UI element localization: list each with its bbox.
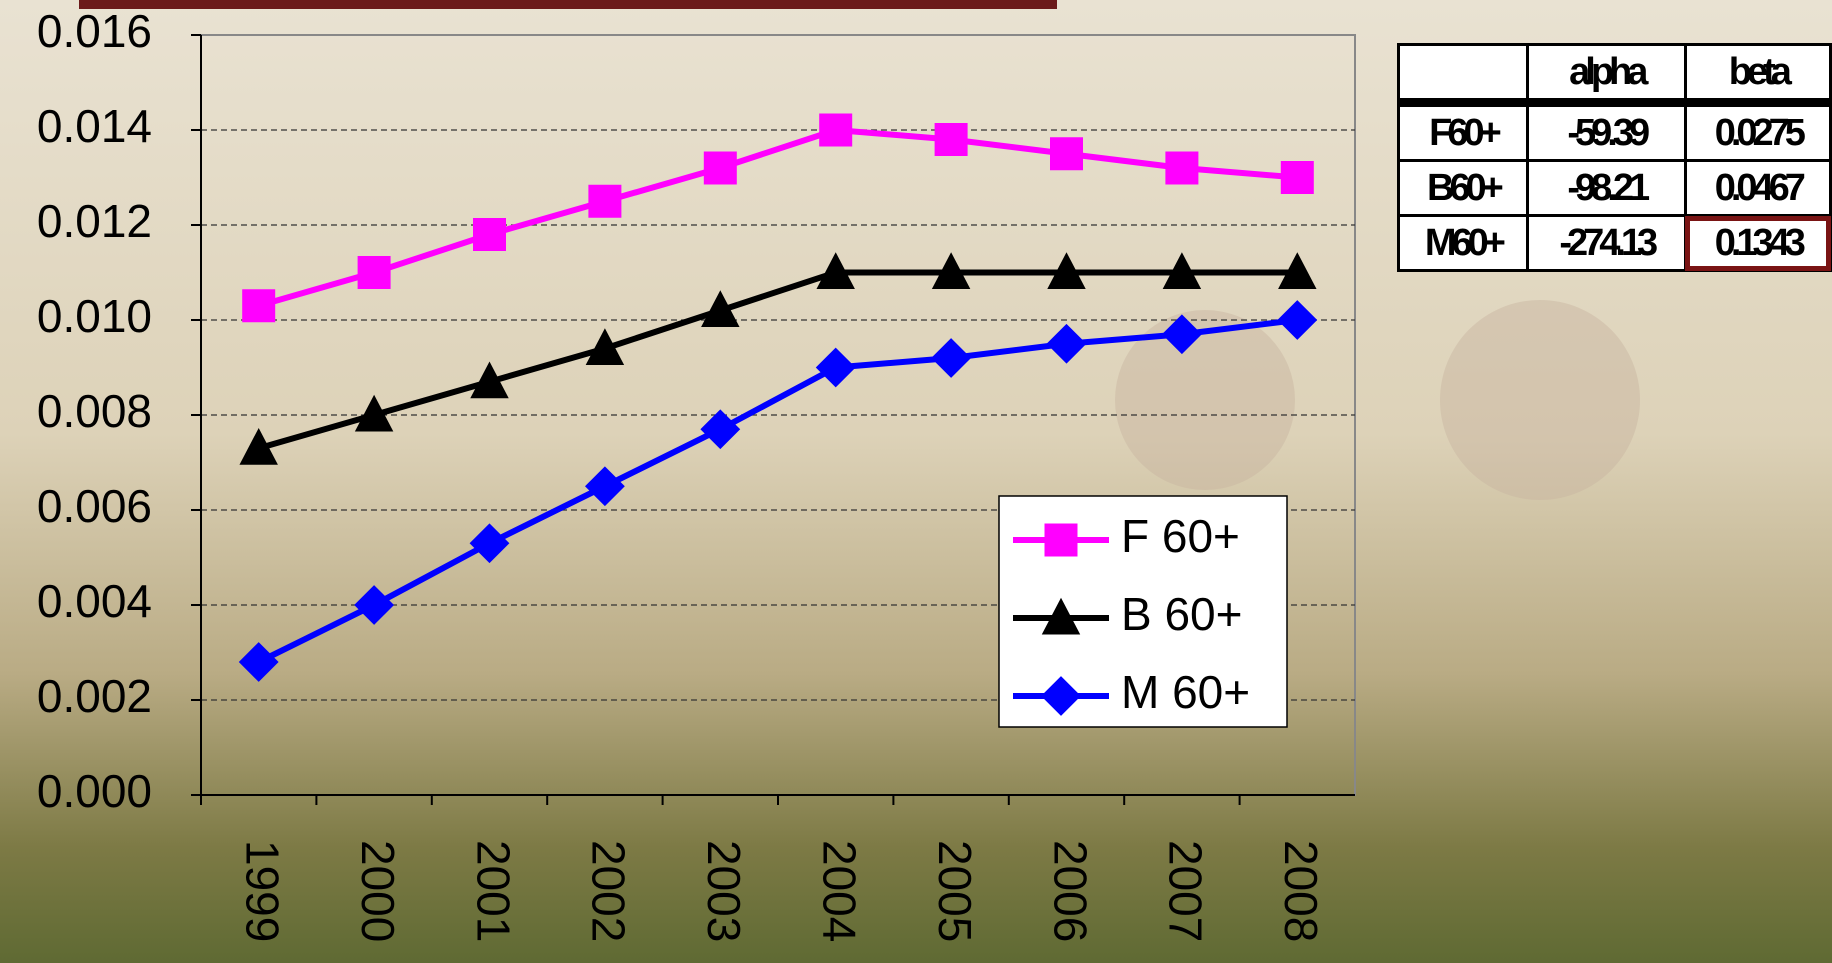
y-tick-label: 0.016 xyxy=(37,5,152,57)
x-tick-label: 1999 xyxy=(237,840,289,942)
x-tick-label: 2000 xyxy=(352,840,404,942)
data-point xyxy=(1165,151,1199,185)
data-point xyxy=(238,642,279,682)
data-point xyxy=(819,113,853,147)
x-tick-label: 2008 xyxy=(1275,840,1327,942)
data-point xyxy=(239,427,278,465)
table-cell: F60+ xyxy=(1397,101,1529,162)
decor xyxy=(1440,300,1640,500)
y-tick-label: 0.004 xyxy=(37,575,152,627)
x-tick-label: 2005 xyxy=(929,840,981,942)
data-point xyxy=(354,394,394,432)
x-tick-label: 2007 xyxy=(1160,840,1212,942)
data-point xyxy=(242,289,276,323)
table-row: B60+ -98.21 0.0467 xyxy=(1397,159,1832,217)
header-cell xyxy=(1397,43,1529,107)
legend-label: F 60+ xyxy=(1121,510,1240,562)
data-point xyxy=(470,361,509,399)
legend-marker xyxy=(1044,523,1078,557)
data-point xyxy=(584,466,625,507)
data-point xyxy=(1050,137,1083,171)
y-tick-label: 0.002 xyxy=(37,670,152,722)
x-tick-label: 2003 xyxy=(698,840,750,942)
data-point xyxy=(816,252,855,289)
data-point xyxy=(701,290,740,327)
x-tick-label: 2002 xyxy=(583,840,635,942)
data-point xyxy=(1046,323,1087,364)
table-cell: 0.0467 xyxy=(1683,159,1832,217)
data-point xyxy=(354,585,395,625)
table-row: F60+ -59.39 0.0275 xyxy=(1397,101,1832,162)
data-point xyxy=(934,123,968,156)
data-point xyxy=(700,409,741,450)
y-tick-label: 0.014 xyxy=(37,100,152,152)
series-line xyxy=(257,126,1298,309)
y-tick-label: 0.012 xyxy=(37,195,152,247)
table-row: M60+ -274.13 0.1343 xyxy=(1397,214,1832,272)
data-point xyxy=(585,328,625,365)
legend-label: M 60+ xyxy=(1121,666,1250,718)
coefficient-table: alpha beta F60+ -59.39 0.0275 B60+ -98.21 0.0… xyxy=(1397,43,1832,272)
table-cell: -59.39 xyxy=(1525,101,1687,162)
legend-marker xyxy=(1041,676,1081,716)
data-point xyxy=(931,338,972,378)
x-tick-label: 2001 xyxy=(467,840,519,942)
data-point xyxy=(1278,252,1317,289)
data-point xyxy=(931,252,971,289)
y-tick-label: 0.000 xyxy=(37,765,152,817)
data-point xyxy=(1277,300,1318,340)
legend-marker xyxy=(1041,597,1081,635)
data-point xyxy=(1161,314,1202,355)
data-point xyxy=(815,347,856,388)
y-tick-label: 0.008 xyxy=(37,385,152,437)
series-line xyxy=(257,317,1298,665)
y-tick-label: 0.006 xyxy=(37,480,152,532)
data-point xyxy=(469,523,510,564)
data-point xyxy=(1162,252,1202,289)
table-cell: -274.13 xyxy=(1525,214,1687,272)
data-point xyxy=(703,151,737,185)
table-cell: 0.0275 xyxy=(1683,101,1832,162)
legend-label: B 60+ xyxy=(1121,588,1243,640)
data-point xyxy=(1280,161,1314,194)
data-point xyxy=(357,256,391,289)
y-tick-label: 0.010 xyxy=(37,290,152,342)
data-point xyxy=(588,184,622,218)
table-cell: -98.21 xyxy=(1525,159,1687,217)
table-cell: B60+ xyxy=(1397,159,1529,217)
x-tick-label: 2004 xyxy=(814,840,866,942)
header-cell: alpha xyxy=(1525,43,1687,107)
series-line xyxy=(257,269,1298,452)
data-point xyxy=(1047,252,1086,289)
table-cell: 0.1343 xyxy=(1683,214,1832,272)
header-cell: beta xyxy=(1683,43,1832,107)
x-tick-label: 2006 xyxy=(1044,840,1096,942)
title-bar xyxy=(79,0,1057,9)
table-header: alpha beta xyxy=(1397,43,1832,107)
data-point xyxy=(473,218,506,251)
table-cell: M60+ xyxy=(1397,214,1529,272)
